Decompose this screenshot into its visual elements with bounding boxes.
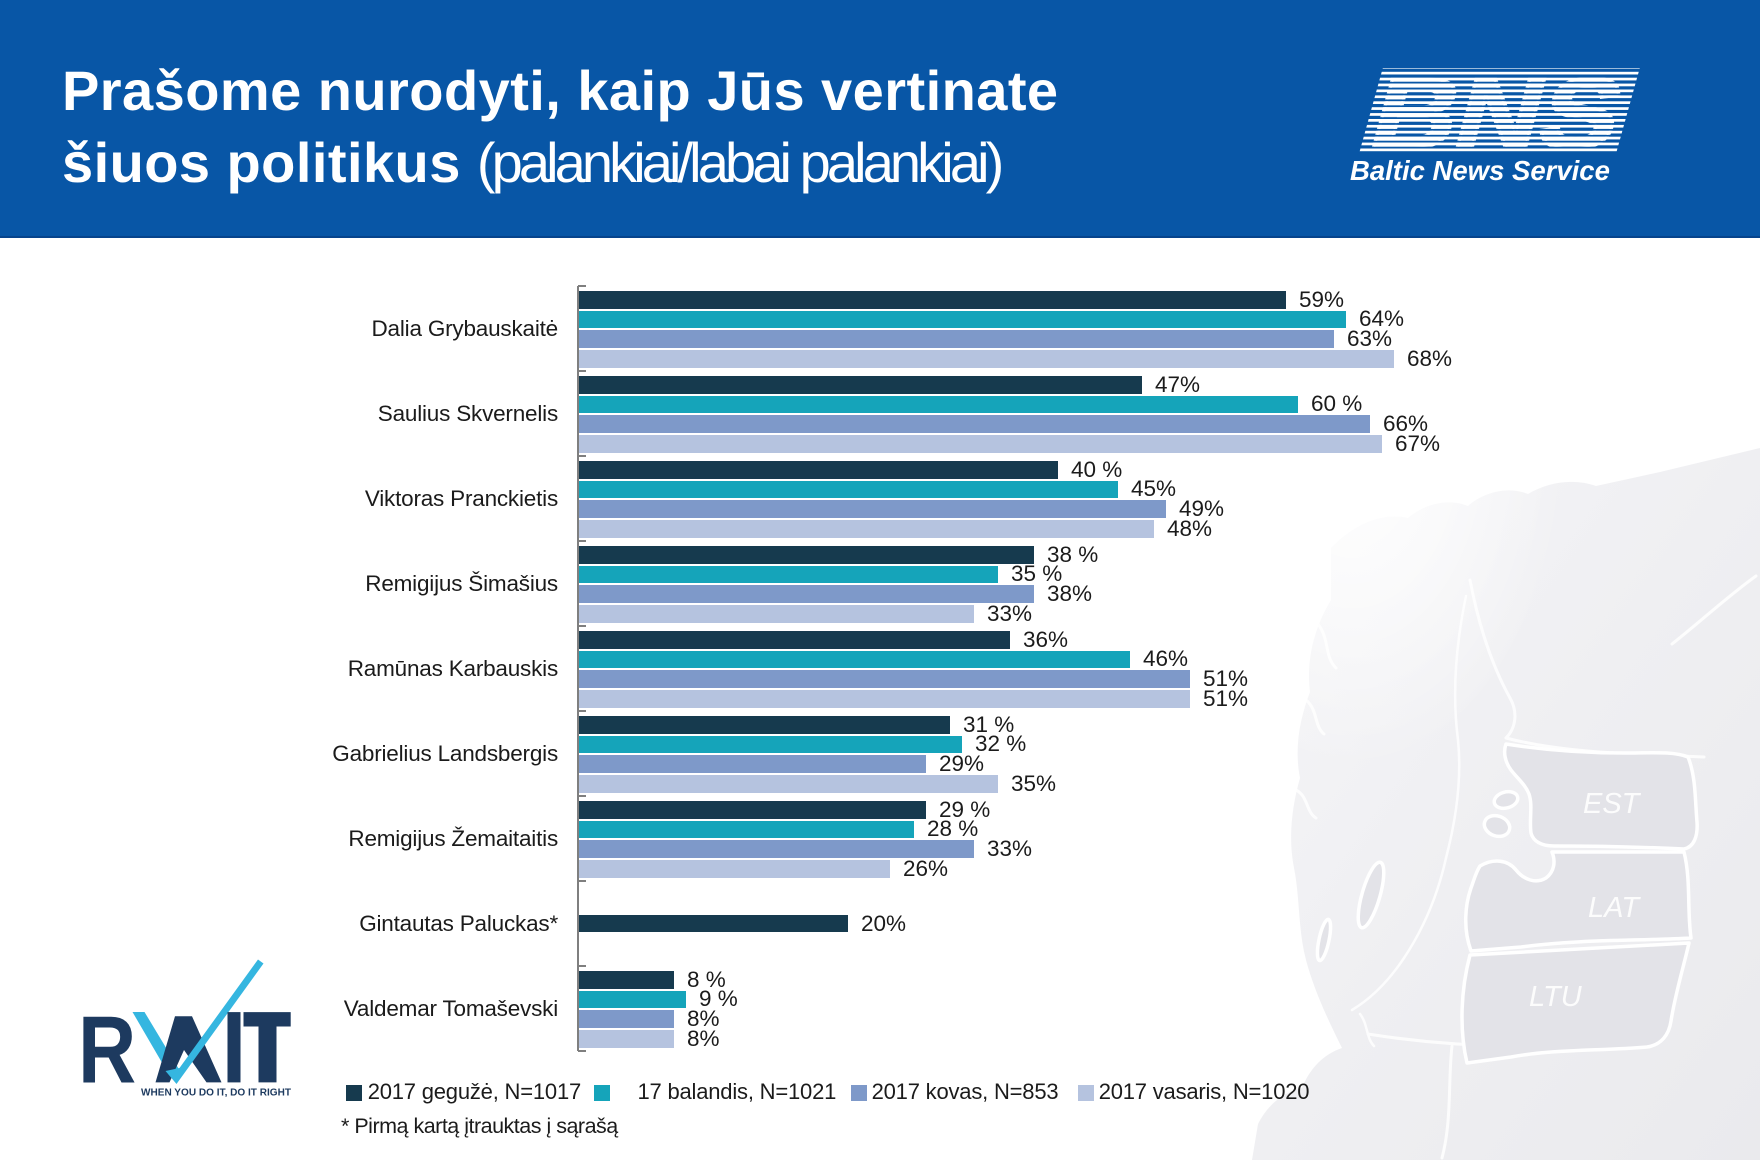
svg-text:WHEN YOU DO IT, DO IT RIGHT: WHEN YOU DO IT, DO IT RIGHT <box>141 1088 291 1099</box>
svg-text:LAT: LAT <box>1588 892 1641 924</box>
svg-text:Baltic News Service: Baltic News Service <box>1350 155 1610 186</box>
svg-text:BNS: BNS <box>1360 60 1636 170</box>
svg-text:R: R <box>78 996 136 1100</box>
svg-text:EST: EST <box>1583 788 1642 820</box>
svg-text:LTU: LTU <box>1529 981 1583 1013</box>
